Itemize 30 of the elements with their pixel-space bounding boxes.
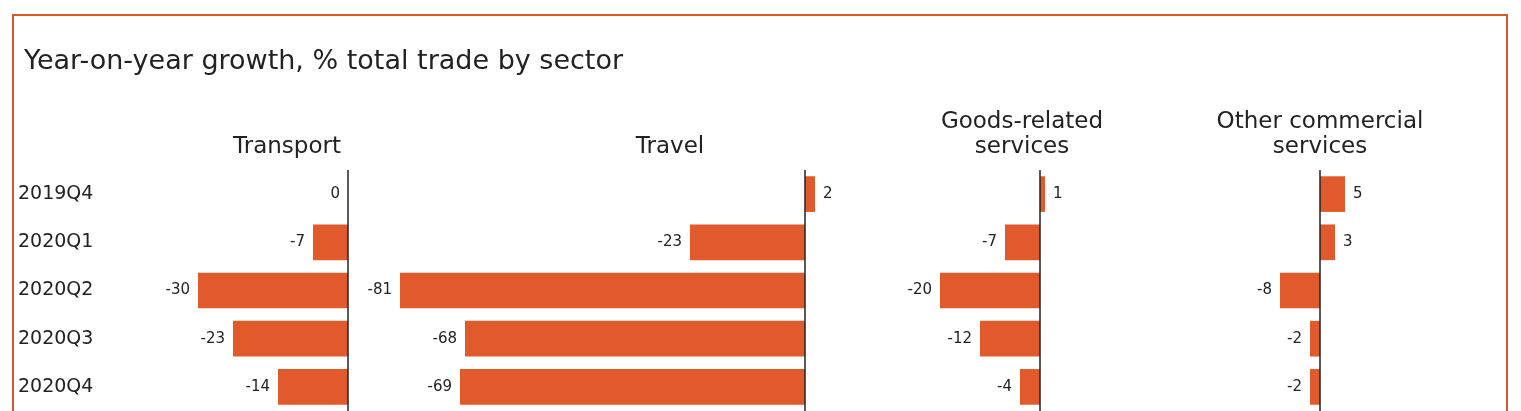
- data-label: -30: [165, 280, 190, 299]
- chart-title: Transport: [232, 132, 342, 158]
- y-tick-label: 2020Q4: [18, 373, 94, 396]
- chart-title: Other commercial services: [1215, 107, 1425, 158]
- data-label: -68: [432, 328, 457, 347]
- chart-title: Goods-related services: [939, 107, 1105, 158]
- data-label: -69: [427, 376, 452, 395]
- data-label: -7: [982, 232, 997, 251]
- chart-title: Travel: [634, 132, 706, 158]
- data-label: 0: [330, 183, 340, 202]
- y-tick-label: 2019Q4: [18, 181, 94, 204]
- data-label: -8: [1257, 280, 1272, 299]
- data-label: -81: [367, 280, 392, 299]
- data-label: 5: [1353, 183, 1363, 202]
- text: Year-on-year growth, % total trade by sector: [24, 44, 624, 75]
- y-tick-label: 2020Q1: [18, 229, 94, 252]
- data-label: -2: [1287, 328, 1302, 347]
- data-label: -20: [907, 280, 932, 299]
- y-tick-label: 2020Q3: [18, 325, 94, 348]
- data-label: 2: [823, 183, 833, 202]
- data-label: 3: [1343, 232, 1353, 251]
- data-label: -2: [1287, 376, 1302, 395]
- data-label: -14: [245, 376, 270, 395]
- data-label: 1: [1053, 183, 1063, 202]
- data-label: -12: [947, 328, 972, 347]
- data-label: -23: [200, 328, 225, 347]
- data-label: -23: [657, 232, 682, 251]
- y-tick-label: 2020Q2: [18, 277, 94, 300]
- data-label: -7: [290, 232, 305, 251]
- data-label: -4: [997, 376, 1012, 395]
